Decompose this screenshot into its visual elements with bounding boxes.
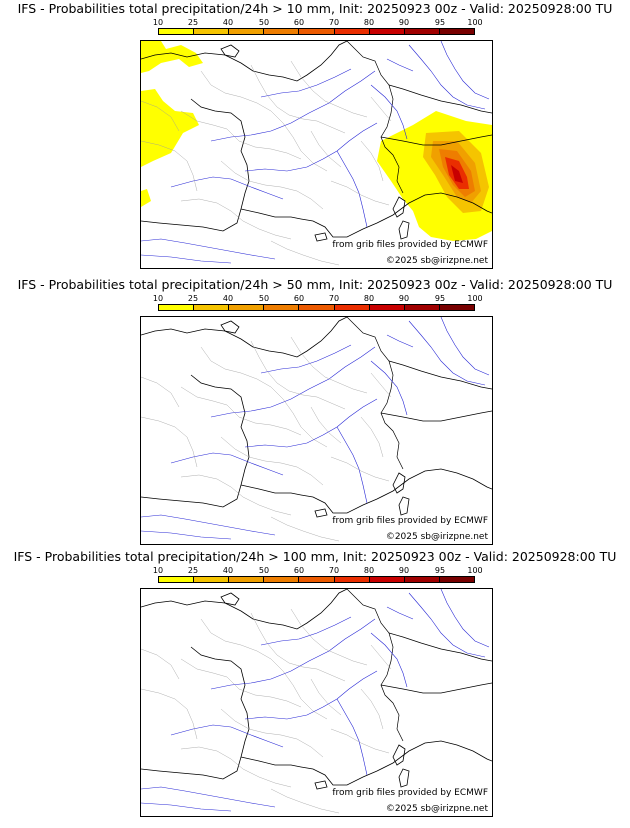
national-borders xyxy=(240,317,492,496)
copyright-credit: ©2025 sb@irizpne.net xyxy=(385,532,488,542)
scale-color-cell xyxy=(404,577,440,582)
scale-color-cell xyxy=(369,305,405,310)
scale-color-cell xyxy=(439,29,474,34)
scale-color-cell xyxy=(194,577,230,582)
scale-color-cell xyxy=(229,29,265,34)
admin-boundaries xyxy=(141,608,392,814)
scale-color-cell xyxy=(264,305,300,310)
color-scale-labels: 10 25 40 50 60 70 80 90 95 100 xyxy=(140,566,520,576)
color-scale-labels: 10 25 40 50 60 70 80 90 95 100 xyxy=(140,294,520,304)
scale-color-cell xyxy=(159,29,195,34)
scale-tick-label: 40 xyxy=(222,566,234,575)
admin-boundaries xyxy=(141,336,392,542)
scale-tick-label: 90 xyxy=(398,566,410,575)
scale-tick-label: 80 xyxy=(363,18,375,27)
scale-tick-label: 50 xyxy=(258,18,270,27)
scale-tick-label: 80 xyxy=(363,294,375,303)
scale-color-cell xyxy=(334,29,370,34)
scale-color-cell xyxy=(229,305,265,310)
scale-tick-label: 50 xyxy=(258,294,270,303)
probability-core xyxy=(423,131,489,213)
scale-color-cell xyxy=(299,305,335,310)
scale-color-cell xyxy=(194,305,230,310)
scale-tick-label: 70 xyxy=(328,294,340,303)
map-panel-100mm: IFS - Probabilities total precipitation/… xyxy=(0,548,630,818)
copyright-credit: ©2025 sb@irizpne.net xyxy=(385,256,488,266)
panel-title: IFS - Probabilities total precipitation/… xyxy=(13,549,617,564)
color-scale-labels: 10 25 40 50 60 70 80 90 95 100 xyxy=(140,18,520,28)
scale-tick-label: 80 xyxy=(363,566,375,575)
map-frame: from grib files provided by ECMWF ©2025 … xyxy=(140,40,493,269)
precipitation-map xyxy=(141,589,492,814)
scale-tick-label: 10 xyxy=(152,294,164,303)
scale-color-cell xyxy=(159,305,195,310)
scale-tick-label: 25 xyxy=(187,294,199,303)
scale-color-cell xyxy=(334,305,370,310)
data-source-credit: from grib files provided by ECMWF xyxy=(332,240,488,250)
scale-tick-label: 90 xyxy=(398,18,410,27)
scale-color-cell xyxy=(404,29,440,34)
scale-color-cell xyxy=(299,577,335,582)
scale-tick-label: 25 xyxy=(187,566,199,575)
scale-color-cell xyxy=(159,577,195,582)
scale-color-cell xyxy=(264,577,300,582)
scale-color-cell xyxy=(229,577,265,582)
scale-tick-label: 100 xyxy=(467,18,483,27)
scale-color-cell xyxy=(369,29,405,34)
scale-color-cell xyxy=(299,29,335,34)
map-frame: from grib files provided by ECMWF ©2025 … xyxy=(140,588,493,817)
precipitation-map xyxy=(141,317,492,542)
scale-tick-label: 60 xyxy=(293,566,305,575)
scale-tick-label: 60 xyxy=(293,294,305,303)
scale-color-cell xyxy=(439,577,474,582)
scale-tick-label: 100 xyxy=(467,566,483,575)
scale-tick-label: 25 xyxy=(187,18,199,27)
scale-tick-label: 90 xyxy=(398,294,410,303)
scale-tick-label: 95 xyxy=(434,566,446,575)
scale-tick-label: 50 xyxy=(258,566,270,575)
scale-tick-label: 40 xyxy=(222,294,234,303)
map-frame: from grib files provided by ECMWF ©2025 … xyxy=(140,316,493,545)
rivers xyxy=(141,589,490,812)
national-borders xyxy=(240,589,492,768)
scale-color-cell xyxy=(194,29,230,34)
scale-color-cell xyxy=(334,577,370,582)
scale-tick-label: 10 xyxy=(152,18,164,27)
data-source-credit: from grib files provided by ECMWF xyxy=(332,516,488,526)
color-scale-bar xyxy=(158,576,475,583)
scale-tick-label: 95 xyxy=(434,18,446,27)
scale-tick-label: 60 xyxy=(293,18,305,27)
national-borders xyxy=(240,41,492,220)
scale-tick-label: 10 xyxy=(152,566,164,575)
scale-tick-label: 95 xyxy=(434,294,446,303)
scale-tick-label: 70 xyxy=(328,18,340,27)
precipitation-map xyxy=(141,41,492,266)
panel-title: IFS - Probabilities total precipitation/… xyxy=(17,277,613,292)
panel-title: IFS - Probabilities total precipitation/… xyxy=(17,1,613,16)
admin-boundaries xyxy=(141,60,392,266)
scale-color-cell xyxy=(439,305,474,310)
map-panel-50mm: IFS - Probabilities total precipitation/… xyxy=(0,276,630,546)
color-scale-bar xyxy=(158,304,475,311)
scale-color-cell xyxy=(369,577,405,582)
data-source-credit: from grib files provided by ECMWF xyxy=(332,788,488,798)
scale-color-cell xyxy=(264,29,300,34)
map-panel-10mm: IFS - Probabilities total precipitation/… xyxy=(0,0,630,270)
scale-tick-label: 40 xyxy=(222,18,234,27)
scale-tick-label: 100 xyxy=(467,294,483,303)
rivers xyxy=(141,317,490,540)
color-scale-bar xyxy=(158,28,475,35)
scale-color-cell xyxy=(404,305,440,310)
copyright-credit: ©2025 sb@irizpne.net xyxy=(385,804,488,814)
scale-tick-label: 70 xyxy=(328,566,340,575)
